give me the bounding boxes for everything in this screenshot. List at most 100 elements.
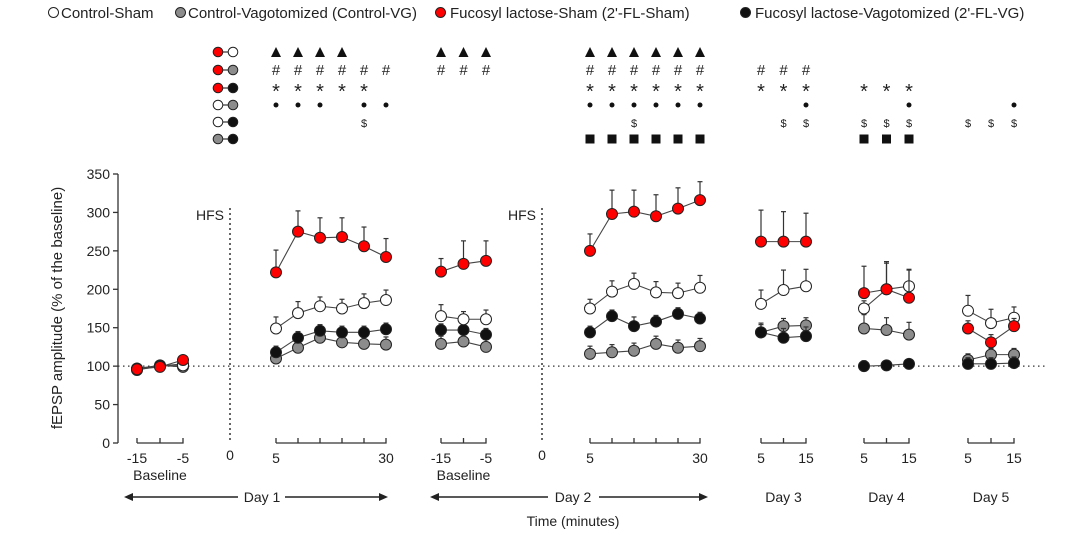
significance-dot-icon [631, 102, 637, 108]
data-point [880, 324, 893, 337]
data-point [962, 322, 974, 335]
data-point [336, 326, 348, 339]
significance-triangle-icon [315, 47, 325, 57]
data-point [694, 281, 706, 294]
significance-symbol: # [757, 62, 766, 79]
comparison-key-vg-vs-flvg [212, 133, 239, 145]
significance-symbol: # [586, 62, 595, 79]
data-point [672, 307, 684, 320]
significance-square-icon [673, 134, 683, 144]
significance-triangle-icon [695, 47, 705, 57]
series-line [275, 230, 387, 273]
significance-symbol: $ [631, 118, 637, 130]
significance-dot-icon [675, 102, 681, 108]
significance-symbol: # [608, 62, 617, 79]
data-point [755, 235, 767, 248]
series-sham [755, 268, 812, 310]
significance-symbol: * [883, 81, 891, 103]
x-tick-label: -15 [431, 450, 451, 466]
significance-symbol: # [482, 62, 491, 79]
significance-dot-icon [906, 102, 912, 108]
significance-square-icon [904, 134, 914, 144]
data-point [628, 277, 640, 290]
series-sham [435, 304, 492, 326]
segment-d4: 5 15 Day 4 * * * $ $ $ [858, 81, 917, 505]
legend-marker-icon [175, 7, 186, 18]
significance-square-icon [859, 134, 869, 144]
comparison-key-flsham-vs-sham [212, 46, 239, 58]
day2-arrow: Day 2 [430, 489, 708, 505]
data-point [435, 310, 447, 323]
data-point [694, 312, 706, 325]
significance-symbol: $ [906, 118, 912, 130]
significance-symbol: # [696, 62, 705, 79]
significance-symbol: * [905, 81, 913, 103]
y-tick-label: 350 [87, 166, 111, 182]
data-point [480, 313, 492, 326]
x-tick-label: 5 [964, 450, 972, 466]
data-point [336, 302, 348, 315]
significance-symbol: $ [803, 118, 809, 130]
x-axis-bracket [967, 438, 1015, 444]
x-tick-label: 5 [757, 450, 765, 466]
data-point [650, 337, 662, 350]
data-point [985, 336, 997, 349]
significance-symbol: $ [883, 118, 889, 130]
x-tick-label: -5 [480, 450, 493, 466]
comparison-key-sham-vs-vg [212, 99, 239, 111]
significance-symbol: * [860, 81, 868, 103]
data-point [755, 297, 767, 310]
data-point [858, 322, 870, 335]
zero-label-day2: 0 [538, 447, 546, 463]
x-tick-label: 30 [378, 450, 394, 466]
data-point [880, 283, 893, 296]
y-axis-label: fEPSP amplitude (% of the baseline) [49, 187, 66, 429]
data-point [457, 324, 470, 337]
data-point [457, 257, 470, 270]
significance-triangle-icon [607, 47, 617, 57]
significance-square-icon [882, 134, 891, 144]
data-point [858, 287, 870, 300]
group-marker-icon [227, 82, 239, 94]
x-tick-label: -5 [177, 450, 190, 466]
data-point [380, 323, 392, 336]
series-vg [270, 329, 392, 365]
x-tick-label: 5 [586, 450, 594, 466]
series-flvg [435, 323, 492, 341]
significance-symbol: # [459, 62, 468, 79]
significance-symbol: * [696, 81, 704, 103]
data-point [650, 210, 662, 223]
series-sham [270, 289, 392, 335]
day2-label: Day 2 [555, 489, 592, 505]
significance-dot-icon [653, 102, 659, 108]
significance-dot-icon [587, 102, 593, 108]
legend-marker-icon [48, 7, 59, 18]
significance-triangle-icon [651, 47, 661, 57]
legend-item-vg: Control-Vagotomized (Control-VG) [175, 5, 417, 22]
data-point [584, 347, 596, 360]
data-point [628, 344, 640, 357]
data-point [380, 338, 392, 351]
x-axis-bracket [275, 438, 387, 444]
series-flvg [858, 357, 915, 373]
series-flvg [270, 322, 392, 359]
comparison-key-flsham-vs-flvg [212, 82, 239, 94]
data-point [358, 337, 370, 350]
significance-symbol: * [674, 81, 682, 103]
data-point [131, 363, 143, 376]
significance-square-icon [607, 134, 617, 144]
data-point [606, 310, 618, 323]
x-tick-label: 5 [272, 450, 280, 466]
x-axis-bracket [589, 438, 701, 444]
data-point [380, 251, 392, 264]
data-point [358, 240, 370, 253]
y-tick-label: 100 [87, 358, 111, 374]
data-point [584, 302, 596, 315]
significance-symbol: * [294, 81, 302, 103]
data-point [380, 294, 392, 307]
legend-marker-icon [740, 7, 751, 18]
zero-label-day1: 0 [226, 447, 234, 463]
series-vg [962, 347, 1020, 366]
significance-symbol: * [586, 81, 594, 103]
data-point [606, 285, 618, 298]
